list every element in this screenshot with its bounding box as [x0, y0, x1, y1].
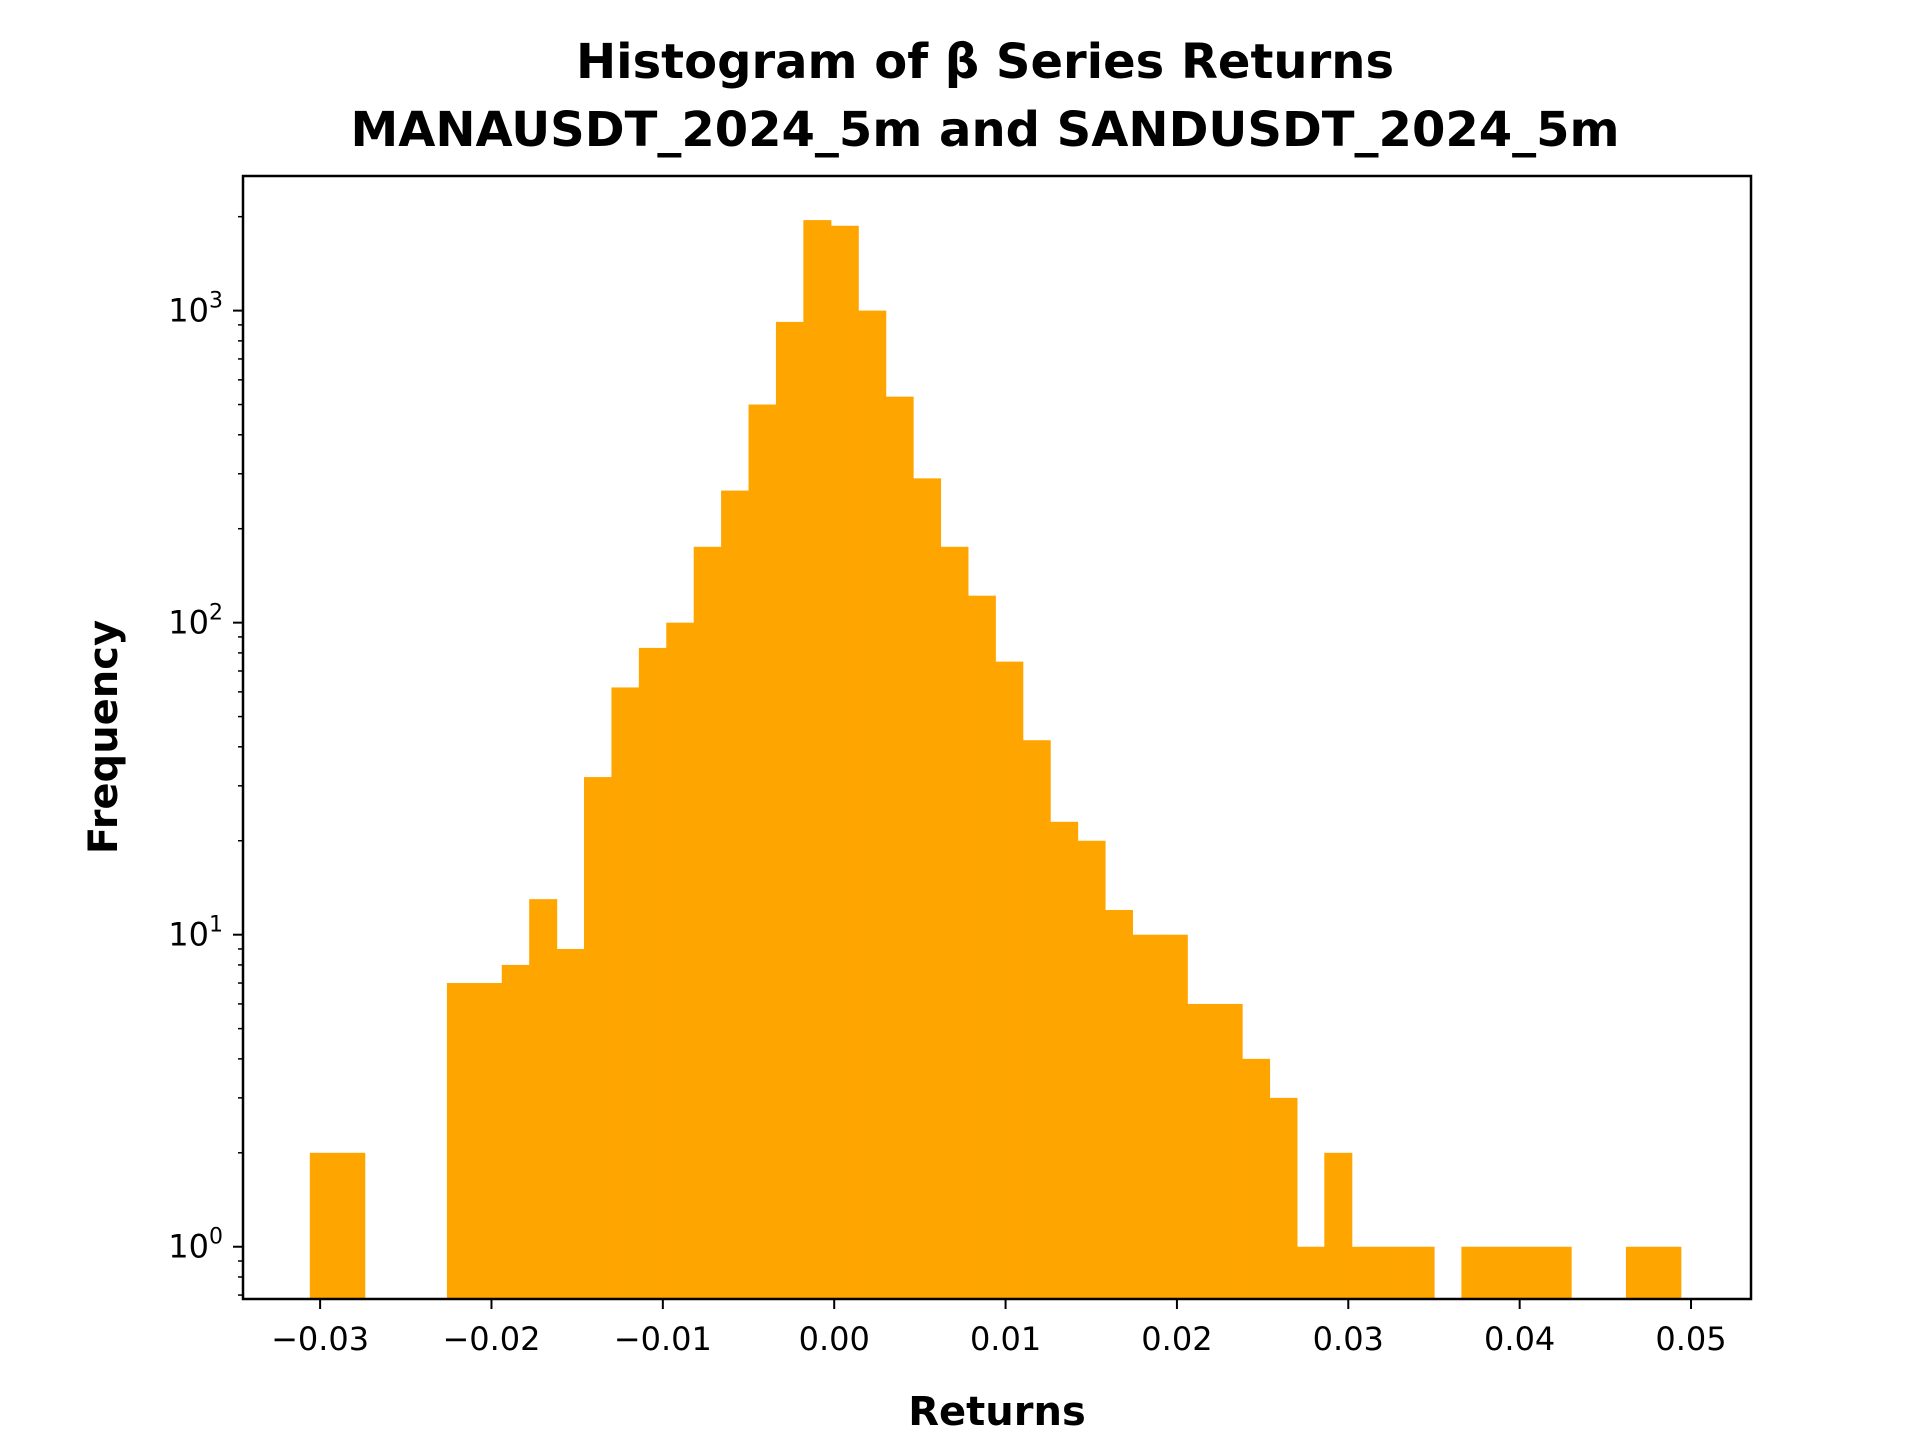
y-tick-label: 103	[168, 289, 223, 330]
histogram-bar	[940, 546, 969, 1299]
x-axis-ticks: −0.03 −0.02 −0.01 0.00 0.01 0.02 0.03 0.04 0.05	[271, 1299, 1727, 1358]
x-tick-label: −0.01	[614, 1320, 712, 1358]
histogram-bar	[584, 777, 613, 1299]
histogram-bar	[967, 595, 996, 1299]
histogram-bar	[1543, 1246, 1572, 1299]
histogram-bar	[638, 647, 667, 1299]
histogram-bar	[501, 964, 530, 1299]
x-tick-label: 0.00	[799, 1320, 870, 1358]
x-tick-label: −0.02	[442, 1320, 540, 1358]
histogram-bar	[1242, 1058, 1271, 1299]
x-tick-label: −0.03	[271, 1320, 369, 1358]
histogram-bar	[1077, 840, 1106, 1299]
histogram-bar	[830, 225, 859, 1299]
histogram-bar	[1159, 934, 1188, 1299]
histogram-bar	[1269, 1097, 1298, 1299]
histogram-bars	[309, 220, 1682, 1300]
x-axis-label: Returns	[908, 1389, 1086, 1435]
histogram-bar	[666, 622, 695, 1299]
histogram-bar	[446, 983, 475, 1299]
histogram-bar	[1022, 740, 1051, 1299]
histogram-bar	[693, 546, 722, 1299]
histogram-bar	[1132, 934, 1161, 1299]
histogram-bar	[1214, 1003, 1243, 1299]
histogram-bar	[474, 983, 503, 1299]
histogram-bar	[858, 310, 887, 1300]
histogram-bar	[1488, 1246, 1517, 1299]
histogram-bar	[775, 321, 804, 1299]
y-axis-label: Frequency	[81, 620, 127, 854]
histogram-bar	[1406, 1246, 1435, 1299]
chart-title-line-1: Histogram of β Series Returns	[576, 34, 1394, 90]
x-tick-label: 0.03	[1313, 1320, 1384, 1358]
histogram-bar	[1625, 1246, 1654, 1299]
histogram-bar	[1104, 909, 1133, 1299]
histogram-bar	[1324, 1152, 1353, 1299]
histogram-bar	[1461, 1246, 1490, 1299]
histogram-bar	[611, 687, 640, 1299]
histogram-bar	[913, 478, 942, 1299]
histogram-bar	[309, 1152, 338, 1299]
histogram-bar	[748, 404, 777, 1299]
histogram-bar	[337, 1152, 366, 1299]
histogram-bar	[1516, 1246, 1545, 1299]
x-tick-label: 0.05	[1655, 1320, 1726, 1358]
histogram-bar	[803, 220, 832, 1300]
histogram-bar	[529, 899, 558, 1299]
histogram-bar	[995, 661, 1024, 1299]
histogram-bar	[556, 948, 585, 1299]
histogram-bar	[1296, 1246, 1325, 1299]
x-tick-label: 0.02	[1141, 1320, 1212, 1358]
chart-title-line-2: MANAUSDT_2024_5m and SANDUSDT_2024_5m	[350, 102, 1619, 158]
x-tick-label: 0.04	[1484, 1320, 1555, 1358]
histogram-bar	[1351, 1246, 1380, 1299]
histogram-bar	[1379, 1246, 1408, 1299]
histogram-bar	[721, 490, 750, 1300]
histogram-bar	[1653, 1246, 1682, 1299]
x-tick-label: 0.01	[970, 1320, 1041, 1358]
y-tick-label: 100	[168, 1225, 223, 1266]
plot-frame	[241, 174, 1753, 1301]
histogram-bar	[1050, 821, 1079, 1299]
histogram-bar	[1187, 1003, 1216, 1299]
histogram-bar	[885, 396, 914, 1299]
